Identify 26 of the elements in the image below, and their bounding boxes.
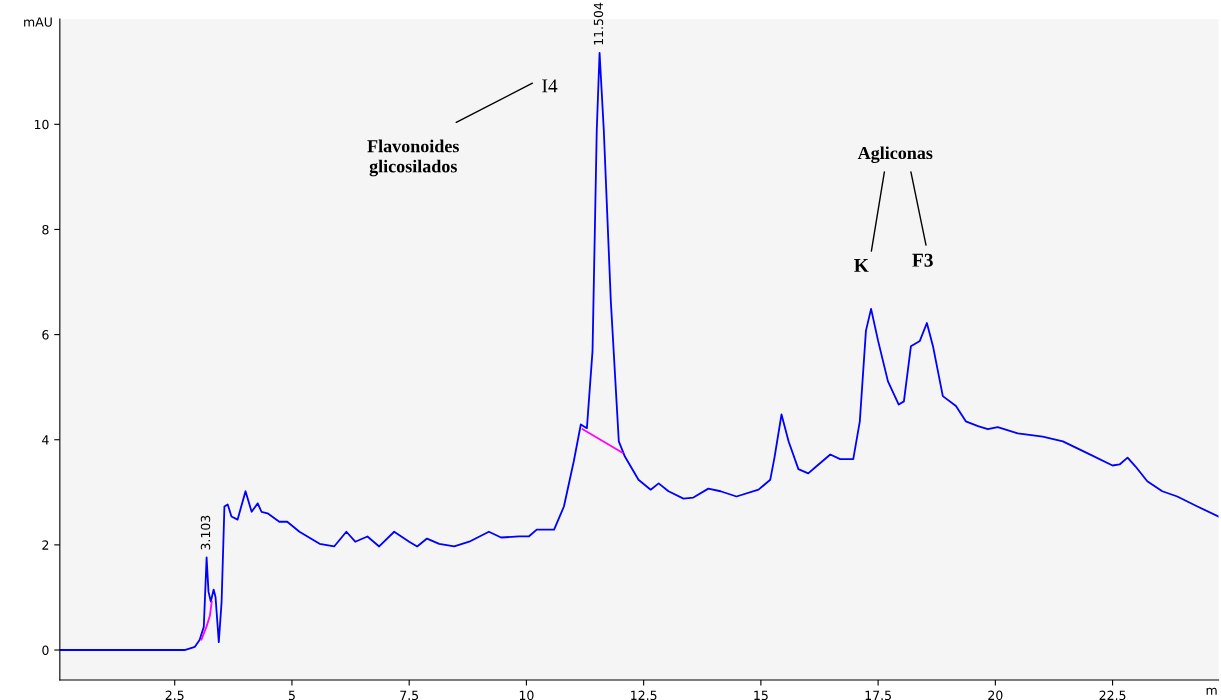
annotation: I4 (542, 79, 558, 93)
x-tick-label: 12.5 (631, 690, 657, 700)
x-tick-label: 7.5 (400, 690, 419, 700)
y-tick-label: 10 (34, 119, 49, 130)
y-tick-label: 8 (42, 224, 49, 235)
annotation: K (854, 259, 869, 272)
y-tick-label: 0 (42, 645, 49, 655)
line-series (200, 600, 213, 641)
x-tick-label: 20 (988, 690, 1003, 700)
y-tick-label: 2 (42, 540, 49, 550)
annotation: F3 (912, 253, 933, 267)
annotation: 3.103 (200, 515, 211, 550)
line-series (59, 51, 1219, 651)
x-tick-label: 17.5 (865, 690, 891, 700)
x-axis-title: m (1206, 687, 1217, 695)
x-tick-label: 10 (519, 690, 534, 700)
y-tick-label: 6 (42, 330, 49, 340)
annotation: Agliconas (857, 146, 933, 163)
annotation: Flavonoides glicosilados (367, 139, 459, 177)
y-axis-title: mAU (24, 17, 52, 27)
x-tick-label: 22.5 (1099, 690, 1126, 700)
annotation: 11.504 (593, 2, 604, 45)
x-tick-label: 2.5 (165, 690, 184, 700)
y-tick-label: 4 (42, 435, 49, 445)
x-tick-label: 15 (754, 690, 768, 700)
x-tick-label: 5 (288, 690, 295, 700)
